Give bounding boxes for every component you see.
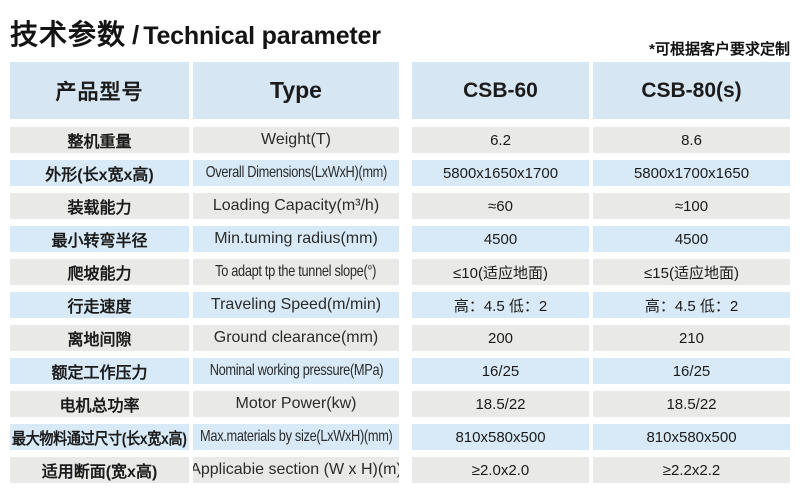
table-row: 装载能力 Loading Capacity(m³/h) ≈60 ≈100: [10, 193, 790, 219]
row-label-en: Traveling Speed(m/min): [193, 292, 399, 318]
header-model-csb80s: CSB-80(s): [593, 62, 790, 119]
row-label-cn: 额定工作压力: [10, 358, 189, 384]
page-title-cn: 技术参数: [10, 19, 127, 50]
row-label-en: Nominal working pressure(MPa): [193, 358, 399, 384]
value-csb80s: 4500: [593, 226, 790, 252]
row-label-cn: 最大物料通过尺寸(长x宽x高): [10, 424, 189, 450]
customization-note: *可根据客户要求定制: [649, 41, 790, 58]
table-row: 额定工作压力 Nominal working pressure(MPa) 16/…: [10, 358, 790, 384]
value-csb60: 810x580x500: [412, 424, 589, 450]
row-label-cn: 行走速度: [10, 292, 189, 318]
value-csb80s: 810x580x500: [593, 424, 790, 450]
row-label-en: Applicabie section (W x H)(m): [193, 457, 399, 483]
table-row: 电机总功率 Motor Power(kw) 18.5/22 18.5/22: [10, 391, 790, 417]
row-label-en: Loading Capacity(m³/h): [193, 193, 399, 219]
header-type: Type: [193, 62, 399, 119]
row-label-en: Motor Power(kw): [193, 391, 399, 417]
value-csb60: 200: [412, 325, 589, 351]
table-row: 外形(长x宽x高) Overall Dimensions(LxWxH)(mm) …: [10, 160, 790, 186]
row-label-en: Max.materials by size(LxWxH)(mm): [193, 424, 399, 450]
row-label-en: Overall Dimensions(LxWxH)(mm): [193, 160, 399, 186]
row-label-cn: 外形(长x宽x高): [10, 160, 189, 186]
page-title-en: Technical parameter: [143, 22, 381, 50]
row-label-en: Min.tuming radius(mm): [193, 226, 399, 252]
value-csb80s: 18.5/22: [593, 391, 790, 417]
row-label-cn: 适用断面(宽x高): [10, 457, 189, 483]
value-csb80s: 8.6: [593, 127, 790, 153]
table-row: 行走速度 Traveling Speed(m/min) 高：4.5 低：2 高：…: [10, 292, 790, 318]
row-label-en: Weight(T): [193, 127, 399, 153]
value-csb80s: 高：4.5 低：2: [593, 292, 790, 318]
row-label-cn: 离地间隙: [10, 325, 189, 351]
value-csb80s: 5800x1700x1650: [593, 160, 790, 186]
row-label-cn: 最小转弯半径: [10, 226, 189, 252]
row-label-cn: 整机重量: [10, 127, 189, 153]
table-header-row: 产品型号 Type CSB-60 CSB-80(s): [10, 62, 790, 119]
value-csb80s: ≈100: [593, 193, 790, 219]
table-row: 爬坡能力 To adapt tp the tunnel slope(°) ≤10…: [10, 259, 790, 285]
value-csb60: 高：4.5 低：2: [412, 292, 589, 318]
row-label-cn: 装载能力: [10, 193, 189, 219]
value-csb60: 6.2: [412, 127, 589, 153]
value-csb80s: ≤15(适应地面): [593, 259, 790, 285]
table-row: 离地间隙 Ground clearance(mm) 200 210: [10, 325, 790, 351]
row-label-cn: 电机总功率: [10, 391, 189, 417]
value-csb80s: 16/25: [593, 358, 790, 384]
row-label-en: Ground clearance(mm): [193, 325, 399, 351]
title-separator: /: [132, 20, 140, 50]
row-label-cn: 爬坡能力: [10, 259, 189, 285]
header-model-csb60: CSB-60: [412, 62, 589, 119]
value-csb60: 16/25: [412, 358, 589, 384]
table-row: 适用断面(宽x高) Applicabie section (W x H)(m) …: [10, 457, 790, 483]
page-title: 技术参数 / Technical parameter: [10, 13, 381, 53]
value-csb60: ≥2.0x2.0: [412, 457, 589, 483]
row-label-en: To adapt tp the tunnel slope(°): [193, 259, 399, 285]
table-row: 最小转弯半径 Min.tuming radius(mm) 4500 4500: [10, 226, 790, 252]
value-csb80s: ≥2.2x2.2: [593, 457, 790, 483]
value-csb60: ≤10(适应地面): [412, 259, 589, 285]
value-csb60: 5800x1650x1700: [412, 160, 589, 186]
value-csb80s: 210: [593, 325, 790, 351]
table-row: 整机重量 Weight(T) 6.2 8.6: [10, 127, 790, 153]
table-row: 最大物料通过尺寸(长x宽x高) Max.materials by size(Lx…: [10, 424, 790, 450]
value-csb60: 18.5/22: [412, 391, 589, 417]
value-csb60: ≈60: [412, 193, 589, 219]
technical-parameter-table: 产品型号 Type CSB-60 CSB-80(s) 整机重量 Weight(T…: [10, 62, 790, 490]
value-csb60: 4500: [412, 226, 589, 252]
header-product-model: 产品型号: [10, 62, 189, 119]
